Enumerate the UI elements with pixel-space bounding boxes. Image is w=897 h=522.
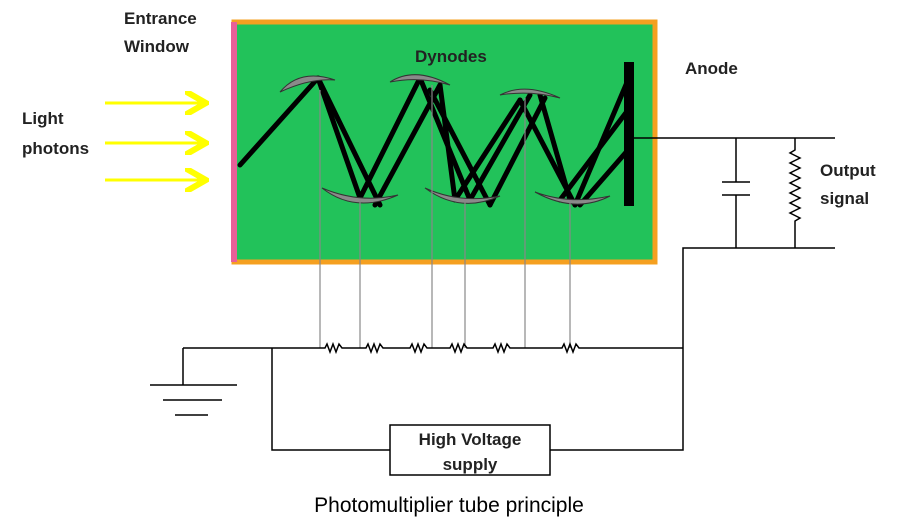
caption: Photomultiplier tube principle [314, 494, 584, 517]
electron-paths [237, 75, 631, 208]
label: Window [124, 37, 190, 56]
label: Entrance [124, 9, 197, 28]
dynode-wires [319, 85, 571, 348]
label: Light [22, 109, 64, 128]
label: signal [820, 189, 869, 208]
anode-plate [624, 62, 634, 206]
label: Dynodes [415, 47, 487, 66]
label: High Voltage [419, 430, 522, 449]
label: photons [22, 139, 89, 158]
label: Anode [685, 59, 738, 78]
output-circuit [150, 137, 835, 476]
dynodes [279, 74, 611, 205]
label: Output [820, 161, 876, 180]
label: supply [443, 455, 498, 474]
light-arrows [105, 103, 203, 180]
